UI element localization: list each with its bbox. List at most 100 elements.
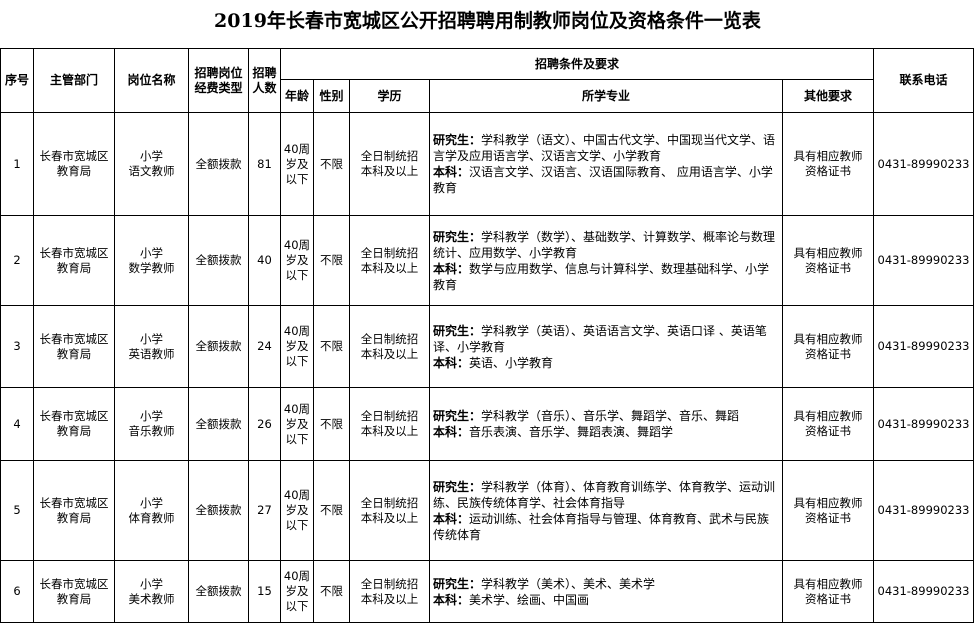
ug-requirement: 本科：音乐表演、音乐学、舞蹈表演、舞蹈学 <box>433 424 779 440</box>
ug-majors: 数学与应用数学、信息与计算科学、数理基础科学、小学教育 <box>433 261 770 292</box>
cell-fund: 全额拨款 <box>188 215 249 306</box>
ug-label: 本科： <box>433 165 470 179</box>
ug-majors: 美术学、绘画、中国画 <box>469 592 590 607</box>
cell-seq: 5 <box>0 460 34 561</box>
grad-majors: 学科教学（音乐）、音乐学、舞蹈学、音乐、舞蹈 <box>481 409 740 423</box>
cell-major: 研究生：学科教学（语文）、中国古代文学、中国现当代文学、语言学及应用语言学、汉语… <box>429 112 783 216</box>
table-row: 6 长春市宽城区 教育局 小学 美术教师 全额拨款 15 40周 岁及 以下 不限 全日制统招… <box>0 560 974 623</box>
cell-seq: 6 <box>0 560 34 623</box>
ug-requirement: 本科：运动训练、社会体育指导与管理、体育教育、武术与民族传统体育 <box>433 511 779 543</box>
cell-dept: 长春市宽城区 教育局 <box>33 215 115 306</box>
grad-label: 研究生： <box>433 229 482 244</box>
cell-dept: 长春市宽城区 教育局 <box>33 305 115 388</box>
table-row: 2 长春市宽城区 教育局 小学 数学教师 全额拨款 40 40周 岁及 以下 不限 全日制统招… <box>0 215 974 306</box>
header-count: 招聘 人数 <box>248 48 281 113</box>
grad-label: 研究生： <box>433 133 482 147</box>
cell-seq: 3 <box>0 305 34 388</box>
cell-other: 具有相应教师 资格证书 <box>782 387 874 461</box>
cell-phone: 0431-89990233 <box>873 387 974 461</box>
cell-dept: 长春市宽城区 教育局 <box>33 387 115 461</box>
header-seq: 序号 <box>0 48 34 113</box>
cell-major: 研究生：学科教学（数学）、基础数学、计算数学、概率论与数理统计、应用数学、小学教… <box>429 215 783 306</box>
cell-position: 小学 语文教师 <box>114 112 189 216</box>
cell-fund: 全额拨款 <box>188 112 249 216</box>
header-education: 学历 <box>349 79 430 113</box>
cell-education: 全日制统招 本科及以上 <box>349 112 430 216</box>
ug-majors: 汉语言文学、汉语言、汉语国际教育、 应用语言学、小学教育 <box>433 165 773 195</box>
cell-count: 40 <box>248 215 281 306</box>
grad-majors: 学科教学（美术）、美术、美术学 <box>481 576 656 591</box>
ug-label: 本科： <box>433 261 470 276</box>
cell-seq: 4 <box>0 387 34 461</box>
grad-requirement: 研究生：学科教学（体育）、体育教育训练学、体育教学、运动训练、民族传统体育学、社… <box>433 479 779 511</box>
cell-fund: 全额拨款 <box>188 560 249 623</box>
cell-seq: 1 <box>0 112 34 216</box>
cell-age: 40周 岁及 以下 <box>280 387 314 461</box>
grad-majors: 学科教学（英语）、英语语言文学、英语口译 、英语笔译、小学教育 <box>433 323 767 354</box>
cell-count: 27 <box>248 460 281 561</box>
cell-major: 研究生：学科教学（美术）、美术、美术学 本科：美术学、绘画、中国画 <box>429 560 783 623</box>
cell-gender: 不限 <box>313 215 350 306</box>
table-row: 4 长春市宽城区 教育局 小学 音乐教师 全额拨款 26 40周 岁及 以下 不限 全日制统招… <box>0 387 974 461</box>
cell-education: 全日制统招 本科及以上 <box>349 215 430 306</box>
cell-other: 具有相应教师 资格证书 <box>782 112 874 216</box>
header-major: 所学专业 <box>429 79 783 113</box>
cell-position: 小学 体育教师 <box>114 460 189 561</box>
grad-label: 研究生： <box>433 409 482 423</box>
cell-age: 40周 岁及 以下 <box>280 305 314 388</box>
table-row: 5 长春市宽城区 教育局 小学 体育教师 全额拨款 27 40周 岁及 以下 不限 全日制统招… <box>0 460 974 561</box>
ug-label: 本科： <box>433 425 470 439</box>
page-title: 2019年长春市宽城区公开招聘聘用制教师岗位及资格条件一览表 <box>214 10 761 32</box>
cell-phone: 0431-89990233 <box>873 215 974 306</box>
ug-requirement: 本科：数学与应用数学、信息与计算科学、数理基础科学、小学教育 <box>433 261 779 293</box>
cell-education: 全日制统招 本科及以上 <box>349 305 430 388</box>
cell-education: 全日制统招 本科及以上 <box>349 387 430 461</box>
cell-count: 15 <box>248 560 281 623</box>
header-gender: 性别 <box>313 79 350 113</box>
cell-dept: 长春市宽城区 教育局 <box>33 460 115 561</box>
grad-majors: 学科教学（语文）、中国古代文学、中国现当代文学、语言学及应用语言学、汉语言文学、… <box>433 133 776 163</box>
cell-gender: 不限 <box>313 387 350 461</box>
cell-age: 40周 岁及 以下 <box>280 215 314 306</box>
cell-other: 具有相应教师 资格证书 <box>782 215 874 306</box>
cell-count: 26 <box>248 387 281 461</box>
ug-requirement: 本科：汉语言文学、汉语言、汉语国际教育、 应用语言学、小学教育 <box>433 164 779 196</box>
cell-education: 全日制统招 本科及以上 <box>349 560 430 623</box>
grad-requirement: 研究生：学科教学（音乐）、音乐学、舞蹈学、音乐、舞蹈 <box>433 408 779 424</box>
cell-dept: 长春市宽城区 教育局 <box>33 560 115 623</box>
cell-other: 具有相应教师 资格证书 <box>782 560 874 623</box>
grad-label: 研究生： <box>433 576 482 591</box>
cell-age: 40周 岁及 以下 <box>280 560 314 623</box>
grad-label: 研究生： <box>433 323 482 338</box>
cell-seq: 2 <box>0 215 34 306</box>
ug-majors: 英语、小学教育 <box>469 355 554 370</box>
grad-label: 研究生： <box>433 479 482 494</box>
cell-position: 小学 美术教师 <box>114 560 189 623</box>
cell-phone: 0431-89990233 <box>873 305 974 388</box>
header-position: 岗位名称 <box>114 48 189 113</box>
cell-gender: 不限 <box>313 112 350 216</box>
ug-requirement: 本科：英语、小学教育 <box>433 355 779 371</box>
grad-majors: 学科教学（体育）、体育教育训练学、体育教学、运动训练、民族传统体育学、社会体育指… <box>433 479 776 510</box>
grad-requirement: 研究生：学科教学（语文）、中国古代文学、中国现当代文学、语言学及应用语言学、汉语… <box>433 132 779 164</box>
cell-age: 40周 岁及 以下 <box>280 112 314 216</box>
cell-major: 研究生：学科教学（英语）、英语语言文学、英语口译 、英语笔译、小学教育 本科：英语… <box>429 305 783 388</box>
cell-other: 具有相应教师 资格证书 <box>782 305 874 388</box>
cell-fund: 全额拨款 <box>188 460 249 561</box>
cell-fund: 全额拨款 <box>188 305 249 388</box>
cell-age: 40周 岁及 以下 <box>280 460 314 561</box>
cell-phone: 0431-89990233 <box>873 560 974 623</box>
cell-gender: 不限 <box>313 305 350 388</box>
header-age: 年龄 <box>280 79 314 113</box>
header-other: 其他要求 <box>782 79 874 113</box>
cell-education: 全日制统招 本科及以上 <box>349 460 430 561</box>
cell-dept: 长春市宽城区 教育局 <box>33 112 115 216</box>
header-phone: 联系电话 <box>873 48 974 113</box>
cell-position: 小学 英语教师 <box>114 305 189 388</box>
positions-table: 序号 主管部门 岗位名称 招聘岗位 经费类型 招聘 人数 招聘条件及要求 联系电… <box>0 48 974 623</box>
grad-requirement: 研究生：学科教学（英语）、英语语言文学、英语口译 、英语笔译、小学教育 <box>433 323 779 355</box>
ug-label: 本科： <box>433 592 470 607</box>
ug-label: 本科： <box>433 511 470 526</box>
cell-phone: 0431-89990233 <box>873 460 974 561</box>
cell-position: 小学 音乐教师 <box>114 387 189 461</box>
